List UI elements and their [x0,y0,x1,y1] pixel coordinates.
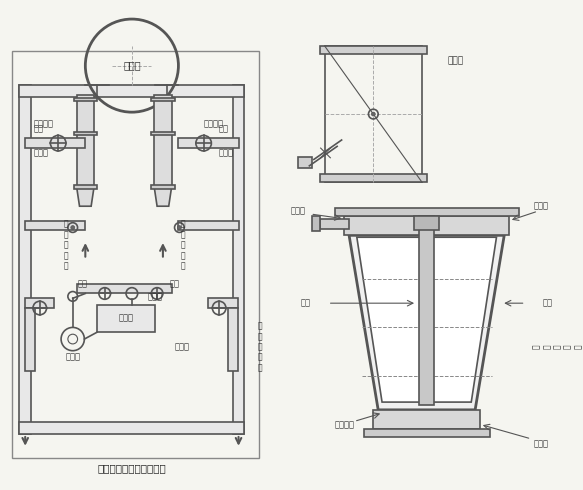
Text: 球阀: 球阀 [34,124,44,133]
Bar [151,131,174,135]
Bar [298,157,311,169]
Circle shape [71,225,75,229]
Text: 分汇器: 分汇器 [174,343,189,351]
Circle shape [371,112,375,116]
Text: 循
环
水
出
口: 循 环 水 出 口 [258,321,262,372]
Bar [228,308,237,371]
Text: 胶球泵: 胶球泵 [65,352,80,361]
Text: 收球网: 收球网 [218,148,233,157]
Text: 循
环
水
出
口: 循 环 水 出 口 [532,344,583,349]
Bar [25,138,85,148]
Text: 循
环
水
入
口: 循 环 水 入 口 [180,220,185,270]
Bar [76,284,171,294]
Bar [25,221,85,230]
Bar [209,298,237,308]
Bar [178,138,238,148]
Text: 装球室: 装球室 [118,313,134,322]
Bar [12,51,259,458]
Text: 分汇器: 分汇器 [147,292,163,301]
Bar [76,95,94,187]
Bar [419,216,434,405]
Polygon shape [154,187,171,206]
Text: 二次滤网: 二次滤网 [33,119,53,128]
Text: 球阀: 球阀 [170,279,180,288]
Text: 排污装置: 排污装置 [335,420,354,429]
Circle shape [177,225,181,229]
Text: 出水口: 出水口 [533,439,549,448]
Bar [335,208,519,216]
Bar [414,216,439,230]
Polygon shape [349,235,504,410]
Bar [373,410,480,429]
Polygon shape [76,187,94,206]
Bar [178,221,238,230]
Bar [73,131,97,135]
Bar [73,98,97,101]
Text: 球阀: 球阀 [78,279,87,288]
Text: 二次滤网: 二次滤网 [203,119,224,128]
Text: 收球网: 收球网 [33,148,48,157]
Text: 传动轴: 传动轴 [533,202,549,211]
Bar [73,185,97,189]
Bar [151,185,174,189]
Bar [325,46,422,182]
Text: 胶球清洗装置系统示意图: 胶球清洗装置系统示意图 [97,463,166,473]
Bar [233,85,244,434]
Bar [19,85,244,97]
Bar [364,429,490,437]
Bar [320,46,427,54]
Bar [97,305,155,332]
Text: 外壳: 外壳 [543,299,553,308]
Text: 出水口: 出水口 [290,207,305,216]
Text: 循
环
水
入
口: 循 环 水 入 口 [63,220,68,270]
Bar [25,298,54,308]
Bar [344,216,509,235]
Bar [25,308,35,371]
Text: 凝汽器: 凝汽器 [123,61,141,71]
Bar [19,422,244,434]
Bar [320,219,349,228]
Text: 阀芯: 阀芯 [300,299,310,308]
Bar [151,98,174,101]
Text: 收球网: 收球网 [448,56,464,65]
Polygon shape [357,237,497,402]
Bar [154,95,171,187]
Bar [19,85,31,434]
Bar [320,174,427,182]
Text: 球阀: 球阀 [218,124,228,133]
Bar [312,216,320,231]
